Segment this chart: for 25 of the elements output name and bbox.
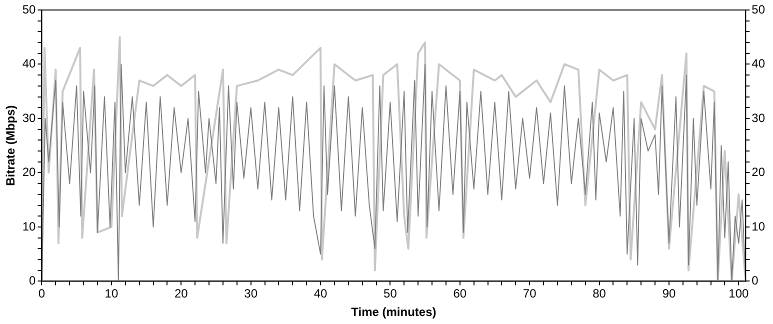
x-tick-label: 60 <box>453 286 467 301</box>
x-tick-label: 10 <box>104 286 118 301</box>
y2-tick-label: 0 <box>752 274 759 288</box>
y2-tick-label: 30 <box>752 110 766 125</box>
x-tick-label: 100 <box>728 286 750 301</box>
y-tick-label: 50 <box>22 2 36 16</box>
y-tick-label: 30 <box>22 110 36 125</box>
y2-tick-label: 50 <box>752 2 766 16</box>
y2-tick-label: 10 <box>752 219 766 234</box>
x-tick-label: 50 <box>384 286 398 301</box>
x-tick-label: 80 <box>592 286 606 301</box>
x-tick-label: 20 <box>174 286 188 301</box>
y-axis-title: Bitrate (Mbps) <box>4 105 18 186</box>
y-tick-label: 20 <box>22 165 36 180</box>
y2-tick-label: 20 <box>752 165 766 180</box>
x-tick-label: 40 <box>314 286 328 301</box>
x-axis-title: Time (minutes) <box>351 305 436 320</box>
y2-tick-label: 40 <box>752 56 766 71</box>
y-tick-label: 40 <box>22 56 36 71</box>
y-tick-label: 0 <box>29 274 36 288</box>
x-tick-label: 90 <box>662 286 676 301</box>
x-tick-label: 0 <box>38 286 46 301</box>
x-tick-label: 30 <box>244 286 258 301</box>
y-tick-label: 10 <box>22 219 36 234</box>
x-tick-label: 70 <box>522 286 537 301</box>
